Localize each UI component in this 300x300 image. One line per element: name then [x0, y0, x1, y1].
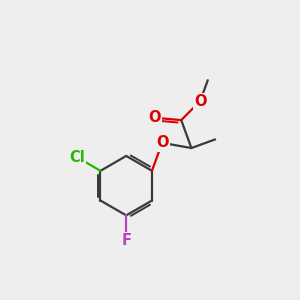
- Text: O: O: [194, 94, 206, 109]
- Text: F: F: [121, 233, 131, 248]
- Text: O: O: [156, 135, 168, 150]
- Text: O: O: [148, 110, 161, 125]
- Text: Cl: Cl: [69, 150, 85, 165]
